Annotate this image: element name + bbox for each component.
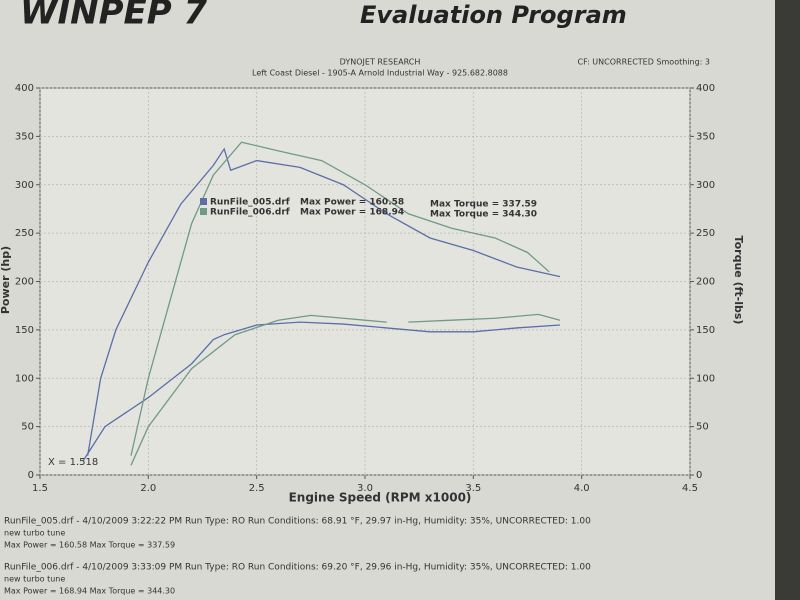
legend-swatch [200, 208, 207, 215]
x-axis-label: Engine Speed (RPM x1000) [289, 491, 472, 505]
program-title: Evaluation Program [360, 1, 627, 29]
y-tick-label: 150 [15, 325, 34, 336]
y-tick-label: 0 [28, 470, 34, 481]
footer-line: new turbo tune [4, 575, 65, 584]
y2-tick-label: 150 [696, 325, 715, 336]
y2-tick-label: 100 [696, 373, 715, 384]
x-tick-label: 3.0 [357, 483, 373, 494]
data-line [87, 147, 561, 456]
legend-label: RunFile_005.drf [210, 198, 290, 208]
y-tick-label: 350 [15, 131, 34, 142]
x-tick-label: 2.5 [249, 483, 265, 494]
data-line [130, 313, 561, 466]
legend-swatch [200, 198, 207, 205]
y-axis-label: Power (hp) [0, 246, 12, 314]
y2-tick-label: 350 [696, 131, 715, 142]
chart-note: CF: UNCORRECTED Smoothing: 3 [578, 58, 711, 67]
annotation: X = 1.518 [48, 457, 98, 468]
data-line [82, 321, 561, 461]
legend-label: RunFile_006.drf [210, 208, 290, 218]
y-tick-label: 300 [15, 180, 34, 191]
footer-line: RunFile_005.drf - 4/10/2009 3:22:22 PM R… [4, 517, 591, 527]
y2-tick-label: 400 [696, 83, 715, 94]
x-tick-label: 1.5 [32, 483, 48, 494]
y-tick-label: 100 [15, 373, 34, 384]
footer-line: new turbo tune [4, 529, 65, 538]
data-line [130, 141, 550, 456]
x-tick-label: 4.0 [574, 483, 590, 494]
y2-tick-label: 0 [696, 470, 702, 481]
y2-axis-label: Torque (ft-lbs) [732, 236, 745, 325]
chart-title: DYNOJET RESEARCH [340, 58, 421, 67]
footer-line: Max Power = 168.94 Max Torque = 344.30 [4, 587, 175, 596]
footer-line: RunFile_006.drf - 4/10/2009 3:33:09 PM R… [4, 563, 591, 573]
y-tick-label: 400 [15, 83, 34, 94]
y2-tick-label: 300 [696, 180, 715, 191]
annotation: Max Torque = 337.59 [430, 200, 537, 210]
y-tick-label: 250 [15, 228, 34, 239]
annotation: Max Torque = 344.30 [430, 210, 537, 220]
annotation: Max Power = 168.94 [300, 208, 404, 218]
x-tick-label: 3.5 [465, 483, 481, 494]
y2-tick-label: 200 [696, 277, 715, 288]
chart-subtitle: Left Coast Diesel - 1905-A Arnold Indust… [252, 69, 508, 78]
y2-tick-label: 250 [696, 228, 715, 239]
x-tick-label: 2.0 [140, 483, 156, 494]
y2-tick-label: 50 [696, 422, 709, 433]
x-tick-label: 4.5 [682, 483, 698, 494]
annotation: Max Power = 160.58 [300, 198, 404, 208]
logo: WINPEP 7 [20, 0, 208, 33]
footer-line: Max Power = 160.58 Max Torque = 337.59 [4, 541, 175, 550]
y-tick-label: 50 [21, 422, 34, 433]
y-tick-label: 200 [15, 277, 34, 288]
